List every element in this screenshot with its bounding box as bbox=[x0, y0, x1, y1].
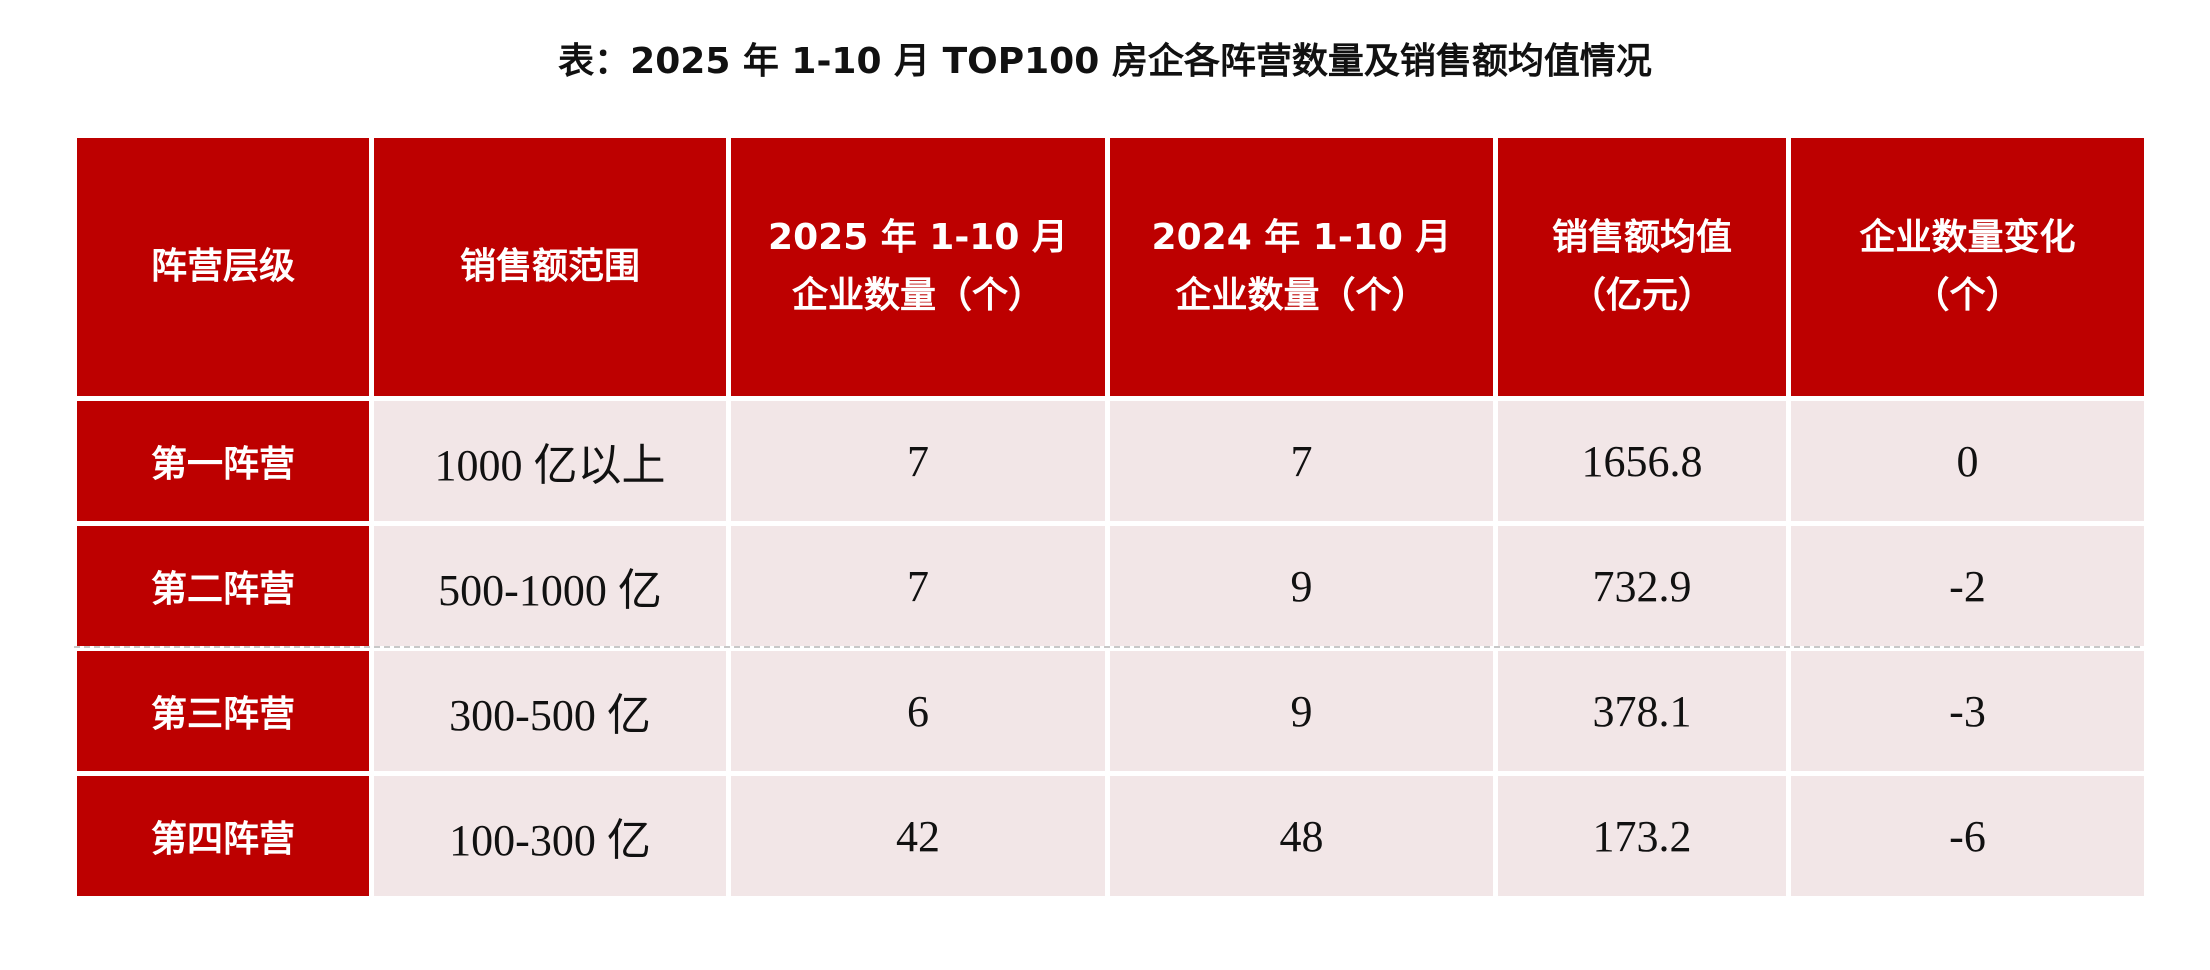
header-label: 2025 年 1-10 月 bbox=[768, 217, 1068, 259]
header-sublabel: （亿元） bbox=[1569, 275, 1714, 316]
header-sublabel: 企业数量（个） bbox=[1175, 275, 1428, 316]
tier-cell: 第四阵营 bbox=[77, 776, 369, 896]
change-cell: -2 bbox=[1791, 526, 2144, 646]
change-cell: -3 bbox=[1791, 651, 2144, 771]
header-row: 阵营层级 销售额范围 2025 年 1-10 月企业数量（个） 2024 年 1… bbox=[77, 138, 2144, 396]
dashed-divider bbox=[74, 646, 2140, 648]
count-2024-cell: 7 bbox=[1110, 401, 1493, 521]
tier-cell: 第三阵营 bbox=[77, 651, 369, 771]
header-count-2025: 2025 年 1-10 月企业数量（个） bbox=[731, 138, 1105, 396]
table-row: 第二阵营 500-1000 亿 7 9 732.9 -2 bbox=[77, 526, 2144, 646]
header-sublabel: （个） bbox=[1913, 275, 2022, 316]
count-2025-cell: 7 bbox=[731, 526, 1105, 646]
header-label: 阵营层级 bbox=[150, 246, 295, 288]
header-label: 销售额范围 bbox=[459, 246, 640, 288]
count-2025-cell: 6 bbox=[731, 651, 1105, 771]
header-count-change: 企业数量变化 （个） bbox=[1791, 138, 2144, 396]
count-2024-cell: 48 bbox=[1110, 776, 1493, 896]
range-cell: 500-1000 亿 bbox=[374, 526, 726, 646]
count-2024-cell: 9 bbox=[1110, 526, 1493, 646]
table-row: 第一阵营 1000 亿以上 7 7 1656.8 0 bbox=[77, 401, 2144, 521]
avg-sales-cell: 732.9 bbox=[1498, 526, 1786, 646]
avg-sales-cell: 173.2 bbox=[1498, 776, 1786, 896]
table-row: 第三阵营 300-500 亿 6 9 378.1 -3 bbox=[77, 651, 2144, 771]
header-label: 2024 年 1-10 月 bbox=[1151, 217, 1452, 259]
change-cell: -6 bbox=[1791, 776, 2144, 896]
avg-sales-cell: 378.1 bbox=[1498, 651, 1786, 771]
header-avg-sales: 销售额均值 （亿元） bbox=[1498, 138, 1786, 396]
header-label: 销售额均值 bbox=[1551, 217, 1732, 259]
count-2024-cell: 9 bbox=[1110, 651, 1493, 771]
tier-cell: 第一阵营 bbox=[77, 401, 369, 521]
header-range: 销售额范围 bbox=[374, 138, 726, 396]
count-2025-cell: 42 bbox=[731, 776, 1105, 896]
avg-sales-cell: 1656.8 bbox=[1498, 401, 1786, 521]
header-label: 企业数量变化 bbox=[1859, 217, 2076, 259]
header-sublabel: 企业数量（个） bbox=[791, 275, 1044, 316]
table-title: 表：2025 年 1-10 月 TOP100 房企各阵营数量及销售额均值情况 bbox=[558, 41, 1652, 82]
range-cell: 100-300 亿 bbox=[374, 776, 726, 896]
range-cell: 1000 亿以上 bbox=[374, 401, 726, 521]
tier-cell: 第二阵营 bbox=[77, 526, 369, 646]
count-2025-cell: 7 bbox=[731, 401, 1105, 521]
change-cell: 0 bbox=[1791, 401, 2144, 521]
data-table: 阵营层级 销售额范围 2025 年 1-10 月企业数量（个） 2024 年 1… bbox=[72, 133, 2149, 901]
table-row: 第四阵营 100-300 亿 42 48 173.2 -6 bbox=[77, 776, 2144, 896]
range-cell: 300-500 亿 bbox=[374, 651, 726, 771]
header-tier: 阵营层级 bbox=[77, 138, 369, 396]
header-count-2024: 2024 年 1-10 月企业数量（个） bbox=[1110, 138, 1493, 396]
